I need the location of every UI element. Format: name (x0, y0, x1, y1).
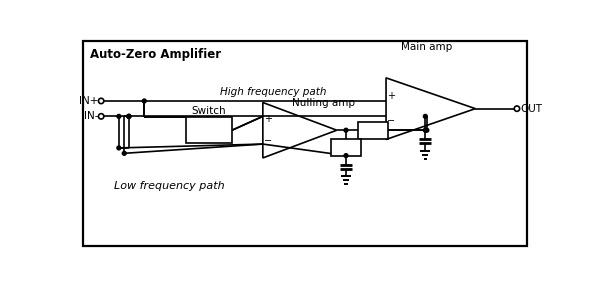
Circle shape (98, 114, 104, 119)
Text: +: + (388, 91, 395, 101)
Text: Auto-Zero Amplifier: Auto-Zero Amplifier (91, 48, 221, 61)
Text: High frequency path: High frequency path (220, 87, 326, 97)
Circle shape (425, 128, 429, 132)
Text: −: − (388, 116, 395, 126)
Circle shape (122, 151, 126, 155)
Bar (358, 122, 388, 139)
Text: Main amp: Main amp (401, 42, 452, 52)
Circle shape (142, 99, 146, 103)
Circle shape (424, 114, 427, 118)
Text: Switch: Switch (191, 106, 226, 115)
Circle shape (98, 98, 104, 104)
Text: IN+: IN+ (79, 96, 98, 106)
Circle shape (344, 128, 348, 132)
Text: +: + (264, 114, 272, 125)
Text: OUT: OUT (521, 104, 543, 114)
Circle shape (117, 146, 121, 150)
Text: IN-: IN- (83, 111, 98, 121)
Circle shape (344, 154, 348, 158)
Bar (186, 117, 232, 143)
Circle shape (127, 114, 131, 118)
Circle shape (127, 114, 131, 118)
Circle shape (127, 114, 131, 118)
Circle shape (117, 114, 121, 118)
Text: Nulling amp: Nulling amp (292, 98, 355, 108)
Text: Low frequency path: Low frequency path (113, 181, 224, 191)
Circle shape (514, 106, 520, 111)
Circle shape (424, 128, 427, 132)
Bar (331, 139, 361, 156)
Text: −: − (264, 136, 272, 146)
